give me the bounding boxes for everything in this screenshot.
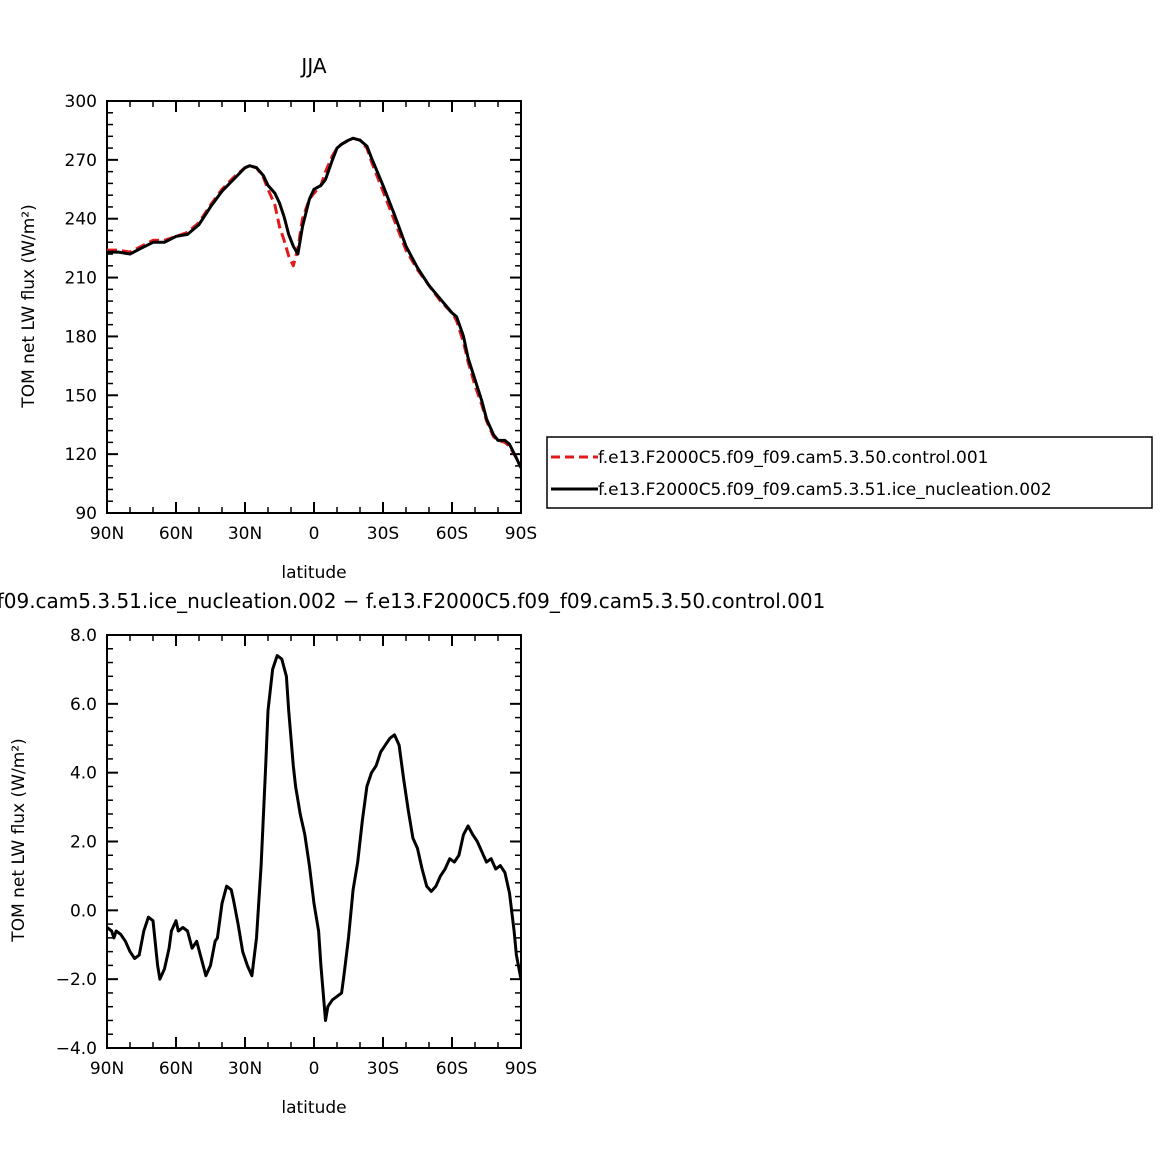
top-x-tick-label: 90S: [505, 524, 537, 544]
top-x-tick-label: 90N: [90, 524, 124, 544]
bottom-x-tick-label: 60N: [159, 1059, 193, 1079]
top-chart-title: JJA: [299, 54, 326, 78]
bottom-chart: f.e13.F2000C5.f09_f09.cam5.3.51.ice_nucl…: [0, 589, 825, 1118]
bottom-x-tick-label: 60S: [436, 1059, 468, 1079]
top-y-tick-label: 90: [75, 504, 97, 524]
top-y-tick-label: 180: [65, 327, 97, 347]
bottom-x-axis-label: latitude: [281, 1098, 346, 1118]
bottom-y-tick-label: 0.0: [70, 901, 97, 921]
bottom-y-tick-label: −2.0: [56, 970, 97, 990]
top-plot-frame: [106, 100, 522, 514]
bottom-axes: 90N 60N 30N 0 30S 60S 90S −4.0 −2.0 0.0 2.0 4.0 6.0 8…: [56, 626, 538, 1079]
bottom-y-tick-label: 6.0: [70, 695, 97, 715]
bottom-plot-frame: [106, 634, 522, 1049]
top-y-tick-label: 210: [65, 269, 97, 289]
bottom-x-tick-label: 30N: [228, 1059, 262, 1079]
legend-label-ice-nucleation: f.e13.F2000C5.f09_f09.cam5.3.51.ice_nucl…: [598, 480, 1052, 500]
top-y-tick-label: 120: [65, 445, 97, 465]
top-y-tick-label: 150: [65, 386, 97, 406]
top-axes: 90N 60N 30N 0 30S 60S 90S 90 120 150 180 210 240 270 3…: [65, 92, 538, 544]
top-series-line-1: [107, 136, 521, 469]
bottom-x-tick-label: 0: [309, 1059, 320, 1079]
bottom-y-tick-label: 4.0: [70, 764, 97, 784]
top-y-tick-label: 300: [65, 92, 97, 112]
bottom-y-tick-label: 2.0: [70, 833, 97, 853]
top-chart: JJA 90N 60N 30N 0 30S 60S 90S 90 120 150 180 210 240…: [19, 54, 537, 583]
top-y-axis-label: TOM net LW flux (W/m²): [19, 204, 39, 408]
bottom-y-tick-label: −4.0: [56, 1039, 97, 1059]
bottom-chart-title: f.e13.F2000C5.f09_f09.cam5.3.51.ice_nucl…: [0, 589, 825, 613]
bottom-series-line-0: [107, 654, 521, 1022]
top-x-tick-label: 30S: [367, 524, 399, 544]
bottom-x-tick-label: 30S: [367, 1059, 399, 1079]
top-x-tick-label: 0: [309, 524, 320, 544]
top-y-tick-label: 240: [65, 210, 97, 230]
bottom-x-tick-label: 90N: [90, 1059, 124, 1079]
top-x-axis-label: latitude: [281, 563, 346, 583]
top-x-tick-label: 60S: [436, 524, 468, 544]
bottom-series-layer: [107, 654, 521, 1022]
legend-box: [546, 436, 1153, 509]
bottom-y-axis-label: TOM net LW flux (W/m²): [9, 738, 29, 942]
legend: f.e13.F2000C5.f09_f09.cam5.3.50.control.…: [546, 436, 1153, 509]
bottom-x-tick-label: 90S: [505, 1059, 537, 1079]
top-series-layer: [107, 136, 521, 469]
bottom-y-tick-label: 8.0: [70, 626, 97, 646]
top-x-tick-label: 30N: [228, 524, 262, 544]
legend-label-control: f.e13.F2000C5.f09_f09.cam5.3.50.control.…: [598, 448, 989, 468]
top-x-tick-label: 60N: [159, 524, 193, 544]
top-y-tick-label: 270: [65, 151, 97, 171]
